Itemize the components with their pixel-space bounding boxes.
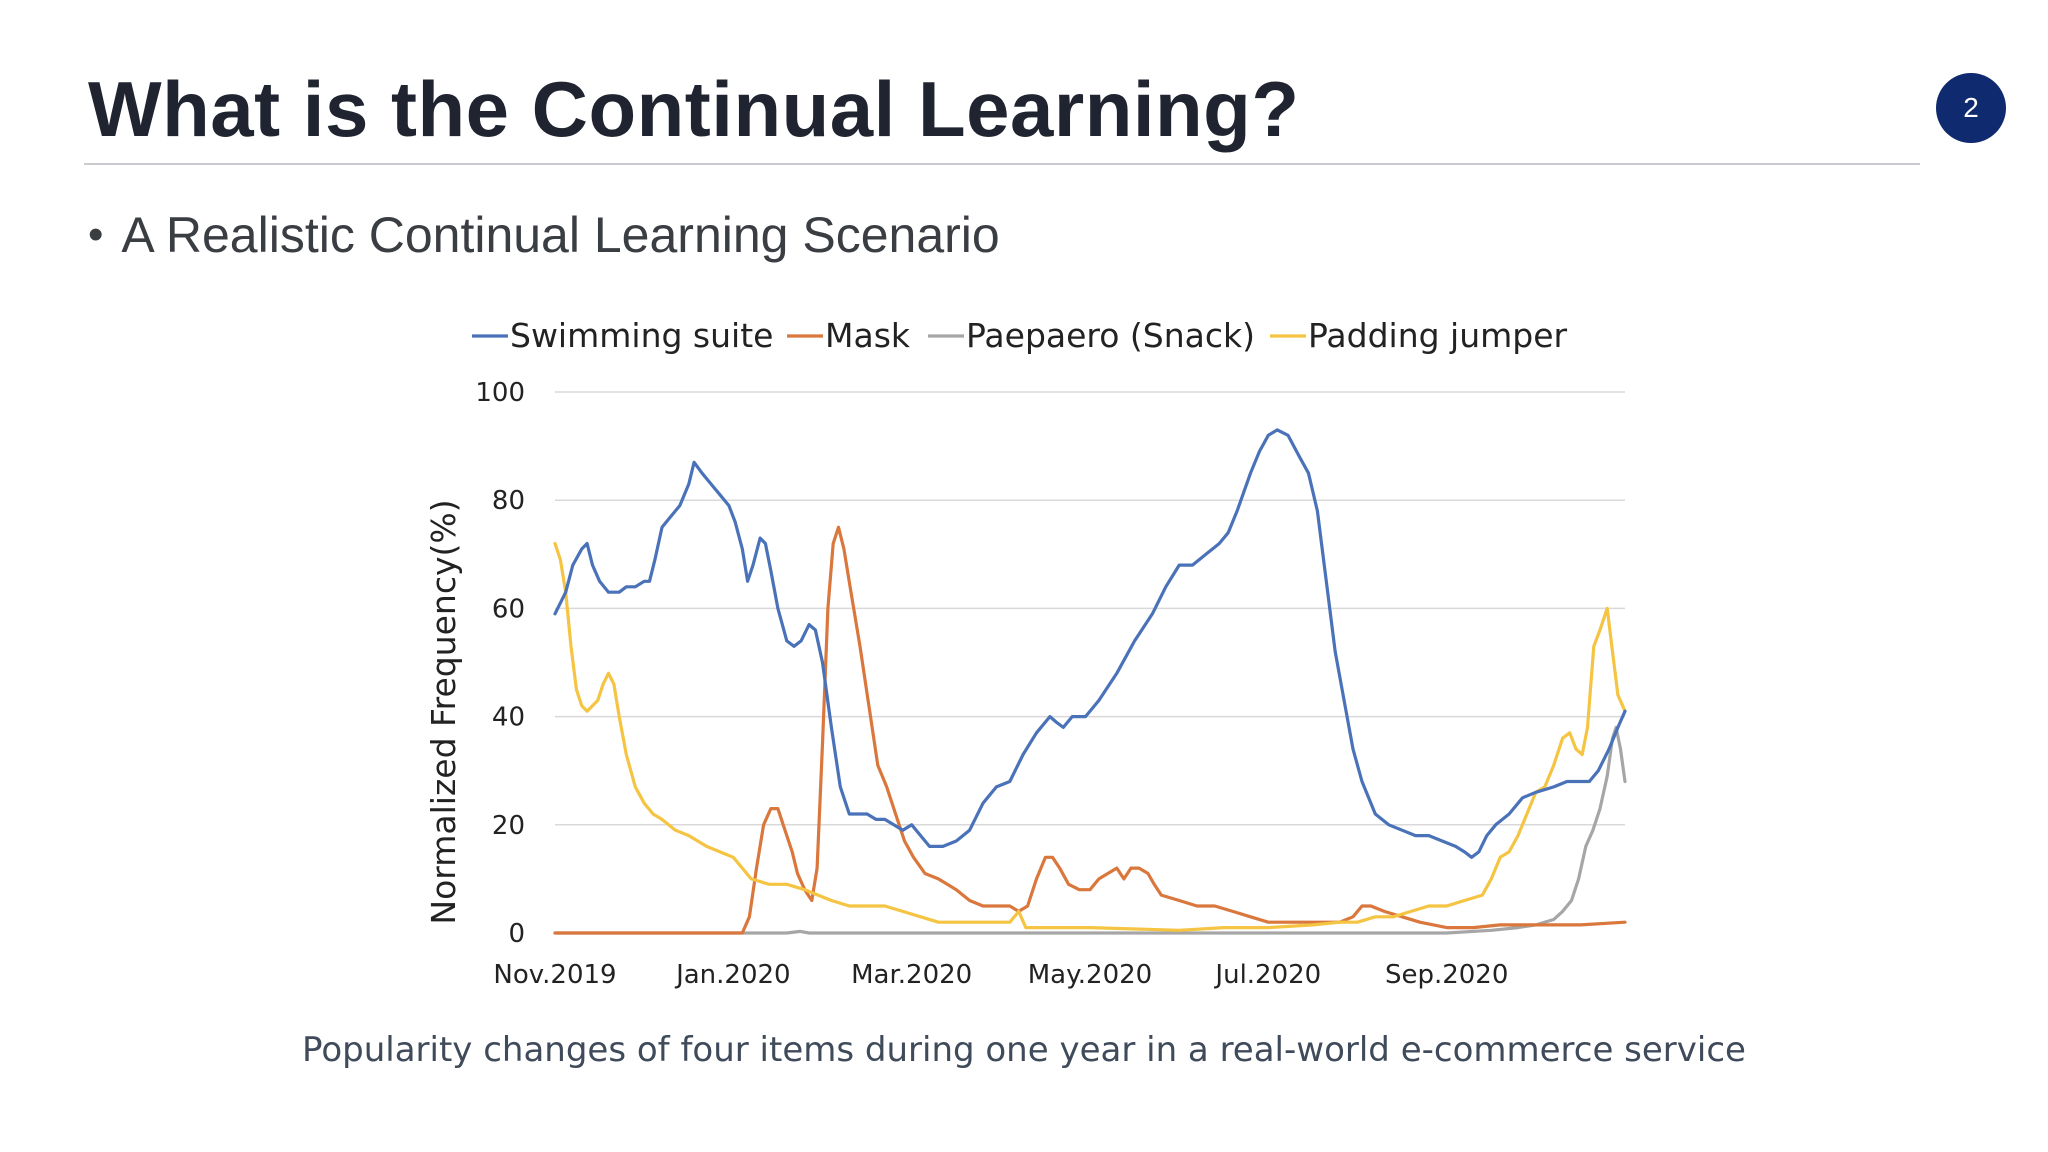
bullet-item: • A Realistic Continual Learning Scenari…: [88, 206, 1000, 264]
page-number-badge: 2: [1936, 73, 2006, 143]
x-tick-label: May.2020: [1028, 960, 1152, 990]
figure-caption: Popularity changes of four items during …: [302, 1030, 1746, 1070]
x-tick-label: Sep.2020: [1385, 960, 1508, 990]
x-tick-label: Jul.2020: [1213, 960, 1321, 990]
y-tick-label: 60: [492, 594, 525, 624]
legend-label: Paepaero (Snack): [966, 316, 1255, 355]
x-tick-label: Jan.2020: [674, 960, 791, 990]
y-tick-label: 80: [492, 486, 525, 516]
legend-label: Mask: [825, 316, 911, 355]
bullet-marker: •: [88, 210, 104, 259]
series-line-swimming-suite: [553, 428, 1627, 859]
chart-gridlines: [555, 391, 1625, 826]
bullet-text: A Realistic Continual Learning Scenario: [121, 207, 1000, 263]
title-divider: [84, 163, 1920, 165]
chart-legend: Swimming suite Mask Paepaero (Snack) Paddin…: [472, 316, 1568, 355]
x-tick-label: Nov.2019: [493, 960, 616, 990]
series-line-padding-jumper: [553, 541, 1627, 932]
series-line-paepaero-snack: [553, 725, 1627, 935]
y-tick-label: 100: [475, 378, 525, 408]
slide-title: What is the Continual Learning?: [88, 65, 1300, 153]
y-tick-label: 0: [508, 919, 525, 949]
chart-series: [553, 428, 1627, 935]
x-tick-label: Mar.2020: [851, 960, 972, 990]
y-tick-label: 20: [492, 811, 525, 841]
legend-label: Padding jumper: [1308, 316, 1568, 355]
y-axis-label: Normalized Frequency(%): [424, 499, 463, 924]
y-tick-label: 40: [492, 703, 525, 733]
legend-label: Swimming suite: [510, 316, 773, 355]
chart-axes: 0 20 40 60 80 100 Nov.2019 Jan.2020 Mar.2020 May.…: [475, 378, 1508, 990]
series-line-mask: [553, 525, 1627, 935]
